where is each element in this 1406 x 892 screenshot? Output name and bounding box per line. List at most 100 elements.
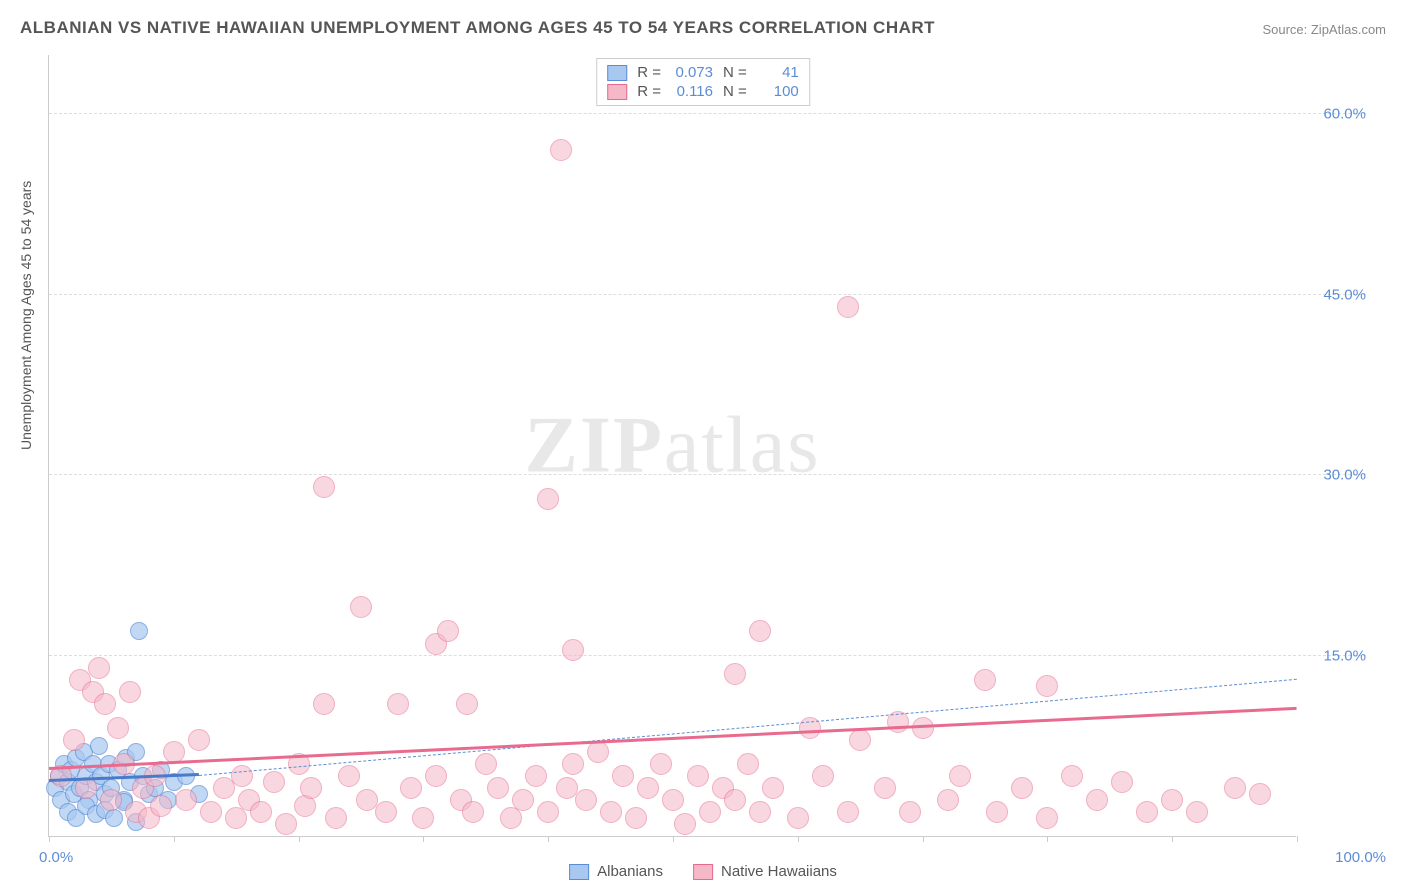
chart-container: ALBANIAN VS NATIVE HAWAIIAN UNEMPLOYMENT…: [0, 0, 1406, 892]
x-tick: [1172, 836, 1173, 842]
data-point: [625, 807, 647, 829]
data-point: [400, 777, 422, 799]
data-point: [1036, 807, 1058, 829]
data-point: [1224, 777, 1246, 799]
data-point: [550, 139, 572, 161]
legend-row: R =0.073N =41: [607, 63, 799, 82]
source-attribution: Source: ZipAtlas.com: [1262, 22, 1386, 37]
regression-line: [49, 707, 1297, 770]
data-point: [949, 765, 971, 787]
legend-item: Albanians: [569, 863, 663, 880]
data-point: [575, 789, 597, 811]
x-tick: [673, 836, 674, 842]
y-tick-label: 15.0%: [1306, 647, 1366, 664]
data-point: [387, 693, 409, 715]
data-point: [512, 789, 534, 811]
data-point: [263, 771, 285, 793]
data-point: [163, 741, 185, 763]
data-point: [437, 620, 459, 642]
data-point: [231, 765, 253, 787]
data-point: [338, 765, 360, 787]
data-point: [375, 801, 397, 823]
data-point: [1111, 771, 1133, 793]
n-label: N =: [723, 64, 747, 81]
data-point: [537, 488, 559, 510]
data-point: [787, 807, 809, 829]
data-point: [250, 801, 272, 823]
watermark: ZIPatlas: [525, 400, 821, 491]
data-point: [837, 296, 859, 318]
data-point: [462, 801, 484, 823]
legend-swatch: [607, 84, 627, 100]
data-point: [662, 789, 684, 811]
legend-swatch: [569, 864, 589, 880]
data-point: [100, 789, 122, 811]
data-point: [562, 639, 584, 661]
data-point: [562, 753, 584, 775]
data-point: [200, 801, 222, 823]
r-label: R =: [637, 83, 661, 100]
x-tick: [423, 836, 424, 842]
data-point: [899, 801, 921, 823]
legend-label: Native Hawaiians: [721, 863, 837, 880]
data-point: [1036, 675, 1058, 697]
data-point: [600, 801, 622, 823]
data-point: [313, 693, 335, 715]
plot-area: ZIPatlas 15.0%30.0%45.0%60.0%0.0%100.0%: [48, 55, 1296, 837]
data-point: [275, 813, 297, 835]
data-point: [699, 801, 721, 823]
data-point: [412, 807, 434, 829]
r-value: 0.116: [667, 83, 713, 100]
data-point: [1061, 765, 1083, 787]
data-point: [537, 801, 559, 823]
data-point: [762, 777, 784, 799]
watermark-bold: ZIP: [525, 401, 664, 489]
gridline: [49, 474, 1366, 475]
data-point: [1011, 777, 1033, 799]
data-point: [749, 620, 771, 642]
x-tick: [299, 836, 300, 842]
data-point: [587, 741, 609, 763]
legend-swatch: [693, 864, 713, 880]
correlation-legend: R =0.073N =41R = 0.116 N = 100: [596, 58, 810, 106]
data-point: [724, 663, 746, 685]
x-tick: [548, 836, 549, 842]
data-point: [1086, 789, 1108, 811]
x-tick: [174, 836, 175, 842]
n-value: 100: [753, 83, 799, 100]
data-point: [612, 765, 634, 787]
watermark-light: atlas: [664, 401, 821, 489]
data-point: [487, 777, 509, 799]
x-max-label: 100.0%: [1335, 849, 1386, 866]
data-point: [105, 809, 123, 827]
data-point: [150, 795, 172, 817]
y-tick-label: 30.0%: [1306, 467, 1366, 484]
data-point: [350, 596, 372, 618]
data-point: [63, 729, 85, 751]
data-point: [812, 765, 834, 787]
data-point: [937, 789, 959, 811]
legend-label: Albanians: [597, 863, 663, 880]
legend-row: R = 0.116 N = 100: [607, 82, 799, 101]
data-point: [637, 777, 659, 799]
data-point: [525, 765, 547, 787]
x-tick: [1047, 836, 1048, 842]
gridline: [49, 294, 1366, 295]
x-tick: [49, 836, 50, 842]
data-point: [1186, 801, 1208, 823]
data-point: [456, 693, 478, 715]
data-point: [188, 729, 210, 751]
data-point: [874, 777, 896, 799]
data-point: [130, 622, 148, 640]
data-point: [88, 657, 110, 679]
r-label: R =: [637, 64, 661, 81]
x-tick: [1297, 836, 1298, 842]
y-tick-label: 45.0%: [1306, 286, 1366, 303]
y-tick-label: 60.0%: [1306, 106, 1366, 123]
n-label: N =: [723, 83, 747, 100]
legend-swatch: [607, 65, 627, 81]
data-point: [313, 476, 335, 498]
data-point: [475, 753, 497, 775]
x-min-label: 0.0%: [39, 849, 73, 866]
data-point: [225, 807, 247, 829]
